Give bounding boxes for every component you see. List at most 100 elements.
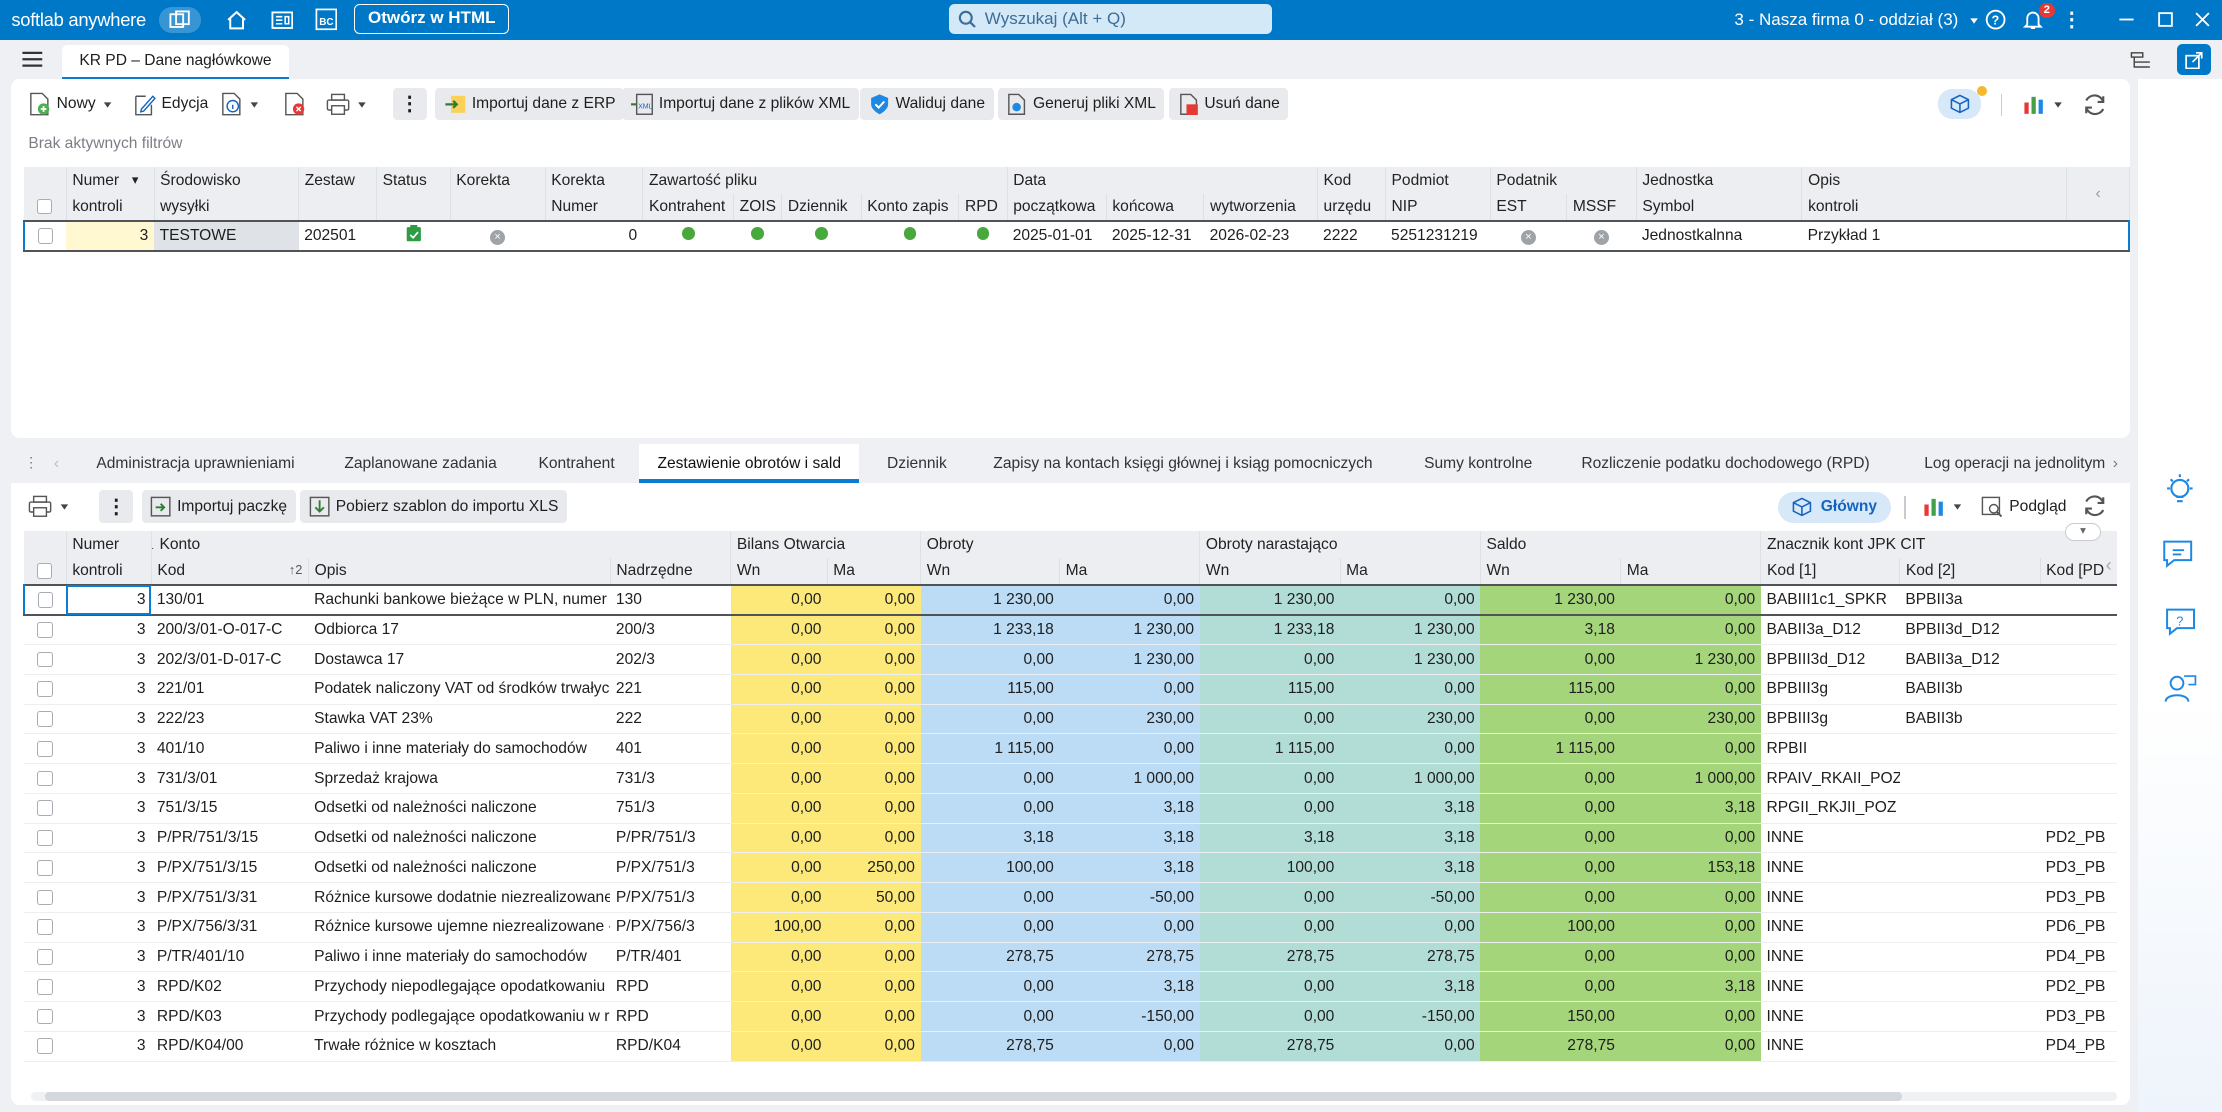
tab-scroll-left-icon[interactable]: ‹ — [53, 454, 60, 472]
import-xml-button[interactable]: XML Importuj dane z plików XML — [622, 87, 859, 121]
folder-tree-icon[interactable] — [2130, 50, 2151, 70]
tab-strip-collapse-icon[interactable]: ⋮ — [24, 454, 39, 471]
chart-button[interactable]: ▼ — [2015, 88, 2073, 121]
tab-ledger-entries[interactable]: Zapisy na kontach księgi głównej i ksiąg… — [993, 454, 1373, 472]
more-vert-icon[interactable]: ⋮ — [2061, 8, 2082, 31]
table-row[interactable]: 3 P/PX/751/3/15 Odsetki od należności nali… — [23, 852, 2117, 884]
preview-button[interactable]: Podgląd — [1972, 490, 2075, 523]
home-icon[interactable] — [221, 7, 252, 33]
col-bo-wn[interactable]: Wn — [730, 558, 828, 586]
col-korekta-numer[interactable]: Korekta — [545, 167, 644, 195]
share-icon[interactable] — [2176, 43, 2211, 76]
horizontal-scrollbar[interactable] — [31, 1092, 2117, 1101]
support-person-icon[interactable] — [2160, 669, 2200, 709]
table-row[interactable]: 3 RPD/K03 Przychody podlegające opodatkowa… — [23, 1001, 2117, 1032]
delete-data-button[interactable]: Usuń dane — [1169, 87, 1289, 121]
col-sa-ma[interactable]: Ma — [1620, 558, 1762, 586]
table-row[interactable]: 3 P/PX/756/3/31 Różnice kursowe ujemne nie… — [23, 912, 2117, 943]
chat-icon[interactable] — [2160, 536, 2200, 576]
row-checkbox[interactable] — [37, 949, 53, 965]
col-numer[interactable]: Numer — [66, 167, 155, 195]
company-selector[interactable]: 3 - Nasza firma 0 - oddział (3) ▼ — [1734, 10, 1980, 30]
col-bo-ma[interactable]: Ma — [827, 558, 922, 586]
generate-xml-button[interactable]: Generuj pliki XML — [997, 87, 1165, 121]
row-checkbox[interactable] — [37, 830, 53, 846]
row-checkbox[interactable] — [37, 859, 53, 876]
row-checkbox[interactable] — [37, 919, 53, 935]
hamburger-menu-icon[interactable] — [21, 50, 44, 68]
close-icon[interactable] — [2186, 7, 2217, 33]
select-all-checkbox[interactable] — [36, 198, 53, 215]
row-checkbox[interactable] — [37, 1038, 53, 1054]
print-button[interactable]: ▼ — [317, 88, 376, 121]
import-package-button[interactable]: Importuj paczkę — [141, 490, 296, 523]
main-view-button[interactable]: Główny — [1778, 491, 1892, 523]
tab-control-sums[interactable]: Sumy kontrolne — [1424, 454, 1533, 472]
help-icon[interactable]: ? — [1980, 7, 2011, 33]
validate-button[interactable]: Waliduj dane — [860, 87, 994, 121]
tab-scroll-right-icon[interactable]: › — [2112, 454, 2118, 472]
table-row[interactable]: 3 P/TR/401/10 Paliwo i inne materiały do s… — [23, 942, 2117, 973]
row-checkbox[interactable] — [37, 228, 54, 244]
tab-turnover-balances[interactable]: Zestawienie obrotów i sald — [639, 443, 860, 484]
col-kod1[interactable]: Kod [1] — [1760, 558, 1901, 586]
row-checkbox[interactable] — [37, 651, 53, 668]
col-zois[interactable]: ZOIS — [733, 194, 783, 222]
more-actions-icon[interactable]: ⋮ — [99, 490, 134, 523]
col-rpd[interactable]: RPD — [958, 194, 1008, 222]
row-checkbox[interactable] — [37, 622, 53, 638]
col-sa-wn[interactable]: Wn — [1480, 558, 1622, 586]
col-kontrahent[interactable]: Kontrahent — [642, 194, 735, 222]
delete-document-button[interactable] — [275, 88, 315, 121]
info-button[interactable]: ▼ — [211, 88, 269, 121]
col-ob-wn[interactable]: Wn — [920, 558, 1060, 586]
row-checkbox[interactable] — [37, 681, 53, 697]
col-konto-zapis[interactable]: Konto zapis — [861, 194, 960, 222]
col-srodowisko[interactable]: ▾ Środowisko — [132, 167, 300, 195]
more-actions-icon[interactable]: ⋮ — [392, 87, 427, 121]
refresh-icon[interactable] — [2082, 92, 2108, 118]
tab-scheduled-tasks[interactable]: Zaplanowane zadania — [344, 454, 497, 472]
col-opis[interactable]: Opis — [308, 558, 611, 586]
select-all-checkbox[interactable] — [36, 563, 53, 579]
help-chat-icon[interactable]: ? — [2160, 604, 2200, 644]
lightbulb-icon[interactable] — [2160, 470, 2200, 510]
table-row[interactable]: 3 202/3/01-D-017-C Dostawca 17 202/3 0,00 0,0… — [23, 644, 2117, 675]
row-checkbox[interactable] — [37, 1008, 53, 1025]
col-wytworzenia[interactable]: wytworzenia — [1203, 194, 1318, 222]
new-button[interactable]: Nowy ▼ — [20, 88, 123, 121]
table-row[interactable]: 3 200/3/01-O-017-C Odbiorca 17 200/3 0,00 0,0… — [23, 614, 2117, 646]
tab-operation-log[interactable]: Log operacji na jednolitym — [1924, 454, 2106, 472]
col-ob-ma[interactable]: Ma — [1059, 558, 1201, 586]
col-nadrzedne[interactable]: Nadrzędne — [610, 558, 732, 586]
download-template-button[interactable]: Pobierz szablon do importu XLS — [300, 490, 567, 523]
maximize-icon[interactable] — [2150, 7, 2181, 33]
col-dziennik[interactable]: Dziennik — [781, 194, 862, 222]
table-row[interactable]: 3 221/01 Podatek naliczony VAT od środków … — [23, 674, 2117, 705]
row-checkbox[interactable] — [37, 711, 53, 727]
col-kod[interactable]: Kod ↑2 — [151, 558, 309, 586]
print-button[interactable]: ▼ — [20, 490, 79, 523]
col-numer[interactable]: Numer — [66, 531, 152, 559]
row-checkbox[interactable] — [37, 800, 53, 816]
tab-journal[interactable]: Dziennik — [887, 454, 947, 472]
col-on-wn[interactable]: Wn — [1199, 558, 1341, 586]
table-row[interactable]: 3 401/10 Paliwo i inne materiały do samoch… — [23, 733, 2117, 765]
col-kod2[interactable]: Kod [2] — [1899, 558, 2041, 586]
bc-icon[interactable]: BC — [310, 7, 341, 33]
tab-rpd[interactable]: Rozliczenie podatku dochodowego (RPD) — [1581, 454, 1870, 472]
table-row[interactable]: 3 TESTOWE 202501 × 0 2025-01-01 2025-12-… — [22, 220, 2131, 252]
tab-administration[interactable]: Administracja uprawnieniami — [96, 454, 295, 472]
col-opis[interactable]: Opis — [1801, 167, 2068, 195]
table-row[interactable]: 3 RPD/K02 Przychody niepodlegające opodatk… — [23, 971, 2117, 1003]
table-row[interactable]: 3 P/PR/751/3/15 Odsetki od należności nali… — [23, 823, 2117, 854]
col-poczatkowa[interactable]: początkowa — [1007, 194, 1107, 222]
search-input[interactable]: Wyszukaj (Alt + Q) — [949, 4, 1273, 34]
notifications-icon[interactable]: 2 — [2018, 2, 2055, 33]
minimize-icon[interactable] — [2111, 7, 2142, 33]
edit-button[interactable]: Edycja — [125, 88, 217, 121]
table-row[interactable]: 3 222/23 Stawka VAT 23% 222 0,00 0,00 0,00 230,… — [23, 704, 2117, 735]
table-row[interactable]: 3 130/01 Rachunki bankowe bieżące w PLN, n… — [22, 584, 2117, 616]
col-mssf[interactable]: MSSF — [1566, 194, 1637, 222]
row-checkbox[interactable] — [37, 592, 54, 608]
